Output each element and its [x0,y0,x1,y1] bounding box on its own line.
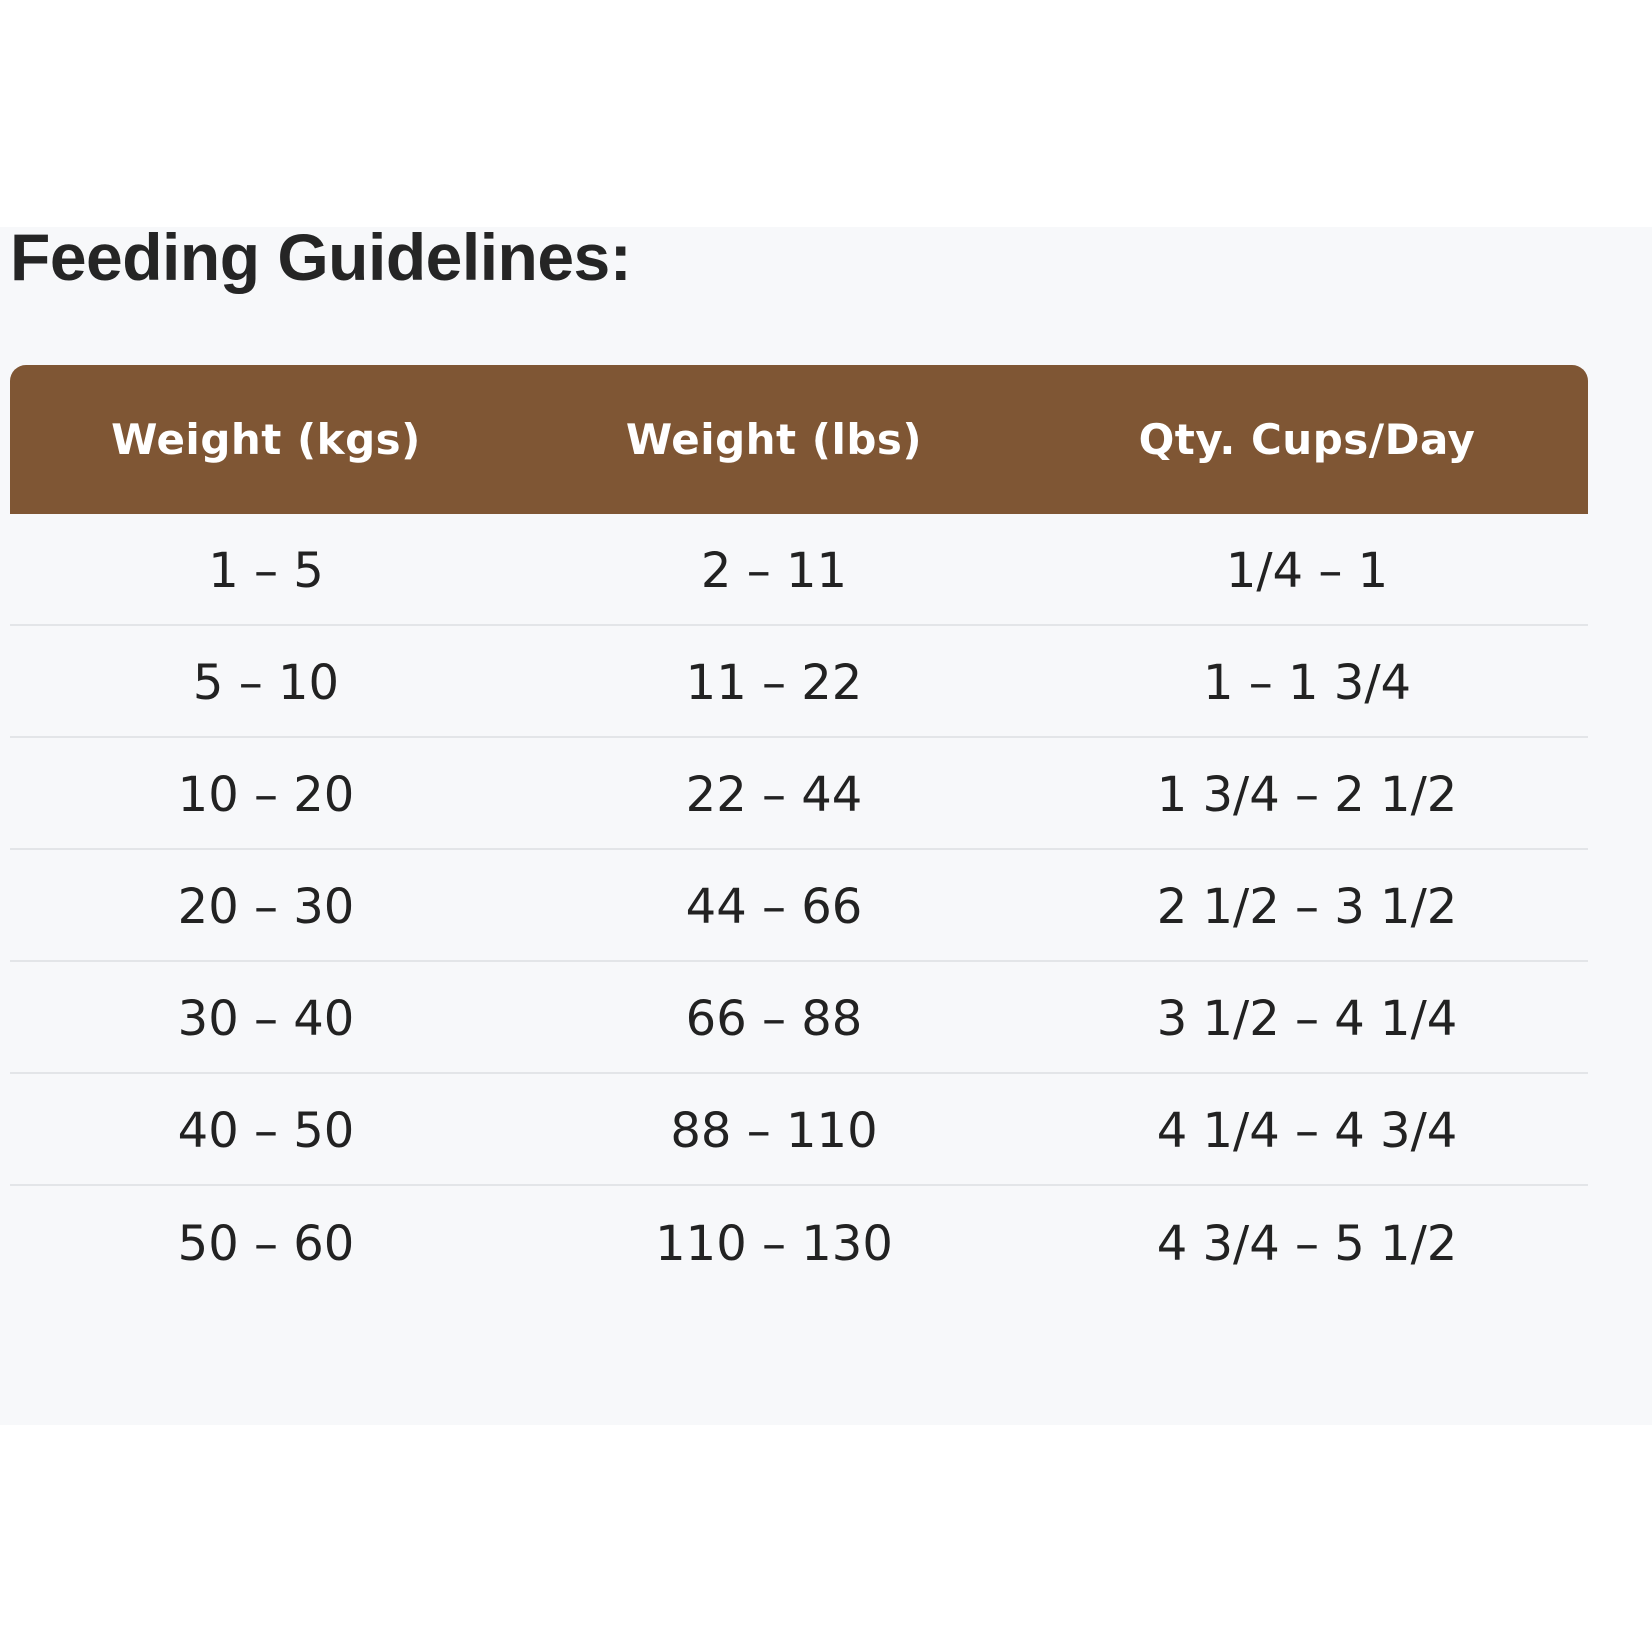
cell-weight-kgs: 50 – 60 [177,1216,355,1272]
cell-weight-lbs: 88 – 110 [670,1103,878,1159]
cell-cups-per-day: 2 1/2 – 3 1/2 [1156,879,1458,935]
cell-weight-lbs: 44 – 66 [685,879,863,935]
cell-weight-lbs: 110 – 130 [655,1216,893,1272]
cell-weight-lbs: 66 – 88 [685,991,863,1047]
table-row: 50 – 60 110 – 130 4 3/4 – 5 1/2 [10,1186,1588,1298]
header-cups-per-day: Qty. Cups/Day [1138,415,1476,464]
cell-cups-per-day: 1/4 – 1 [1225,543,1389,599]
cell-cups-per-day: 4 1/4 – 4 3/4 [1156,1103,1458,1159]
table-row: 40 – 50 88 – 110 4 1/4 – 4 3/4 [10,1074,1588,1186]
cell-weight-kgs: 30 – 40 [177,991,355,1047]
cell-weight-kgs: 20 – 30 [177,879,355,935]
header-weight-kgs: Weight (kgs) [111,415,421,464]
cell-weight-lbs: 11 – 22 [685,655,863,711]
cell-cups-per-day: 1 – 1 3/4 [1202,655,1412,711]
header-weight-lbs: Weight (lbs) [625,415,923,464]
cell-cups-per-day: 1 3/4 – 2 1/2 [1156,767,1458,823]
table-row: 5 – 10 11 – 22 1 – 1 3/4 [10,626,1588,738]
cell-cups-per-day: 4 3/4 – 5 1/2 [1156,1216,1458,1272]
table-row: 30 – 40 66 – 88 3 1/2 – 4 1/4 [10,962,1588,1074]
cell-weight-kgs: 1 – 5 [208,543,324,599]
feeding-table: Weight (kgs) Weight (lbs) Qty. Cups/Day … [10,365,1588,1298]
table-row: 10 – 20 22 – 44 1 3/4 – 2 1/2 [10,738,1588,850]
cell-weight-kgs: 5 – 10 [192,655,340,711]
cell-weight-kgs: 40 – 50 [177,1103,355,1159]
cell-cups-per-day: 3 1/2 – 4 1/4 [1156,991,1458,1047]
table-row: 20 – 30 44 – 66 2 1/2 – 3 1/2 [10,850,1588,962]
table-row: 1 – 5 2 – 11 1/4 – 1 [10,514,1588,626]
cell-weight-kgs: 10 – 20 [177,767,355,823]
cell-weight-lbs: 2 – 11 [700,543,848,599]
table-header: Weight (kgs) Weight (lbs) Qty. Cups/Day [10,365,1588,514]
cell-weight-lbs: 22 – 44 [685,767,863,823]
section-title: Feeding Guidelines: [10,220,632,294]
